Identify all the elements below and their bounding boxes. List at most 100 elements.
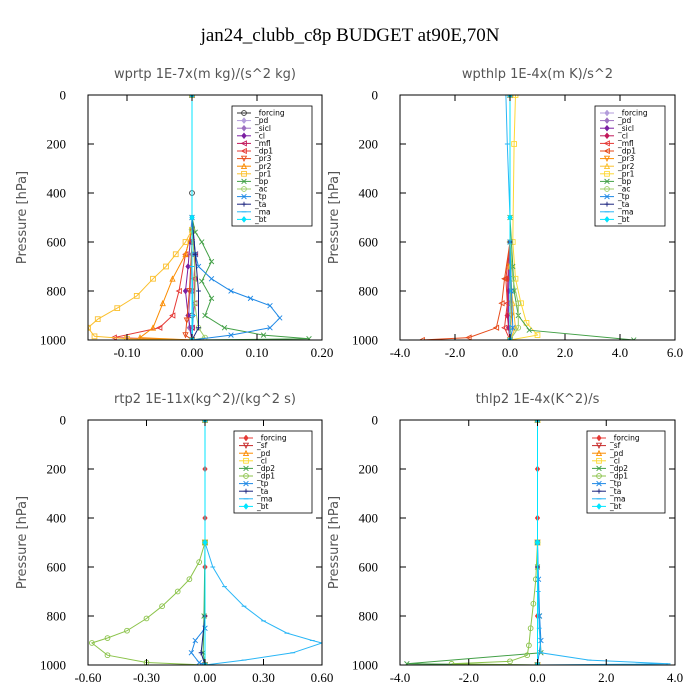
legend-swatch-marker (240, 162, 248, 170)
legend: _forcing_pd_sicl_cl_mfl_dp1_pr3_pr2_pr1_… (594, 105, 666, 227)
legend-swatch-marker (241, 132, 247, 140)
series-point-tp (510, 325, 516, 331)
series-point-pr2 (182, 250, 189, 258)
legend-swatch-marker (604, 201, 610, 207)
legend-label: _sicl (617, 124, 634, 133)
legend-entry: _pd (592, 449, 624, 458)
x-tick-label: 0.00 (194, 670, 217, 685)
legend-label: _pd (609, 449, 624, 458)
series-point-ta (196, 325, 201, 331)
series-point-dp1 (530, 600, 537, 607)
series-point-pr1 (91, 333, 98, 340)
legend: _forcing_pd_sicl_cl_mfl_dp1_pr3_pr2_pr1_… (231, 105, 313, 227)
legend-swatch-marker (243, 480, 249, 487)
series-point-dp1 (196, 559, 203, 565)
legend-entry: _bp (600, 177, 632, 186)
legend: _forcing_sf_pd_cl_dp2_dp1_tp_ta_ma_bt (586, 430, 666, 514)
series-point-tp (534, 662, 541, 665)
x-tick-label: 0.10 (246, 345, 269, 360)
legend-swatch-marker (596, 465, 602, 472)
x-tick-label: 0.20 (311, 345, 334, 360)
legend-swatch-marker (243, 488, 249, 494)
series-point-tp (228, 288, 234, 294)
legend-label: _pr1 (254, 169, 272, 178)
x-tick-label: -2.0 (445, 345, 466, 360)
series-point-bp (221, 325, 228, 331)
series-point-dp1 (124, 627, 130, 634)
legend-label: _bt (609, 502, 622, 511)
series-point-ta (198, 650, 204, 656)
y-tick-label: 0 (60, 413, 67, 428)
series-point-tp (247, 295, 254, 302)
legend-entry: _ma (592, 494, 626, 503)
series-point-tp (534, 420, 541, 423)
series-point-bp (208, 258, 215, 265)
legend-label: _ac (254, 185, 267, 194)
legend-entry: _ma (600, 207, 634, 216)
x-tick-label: 0.00 (181, 345, 204, 360)
series-point-dp1 (159, 603, 165, 610)
series-point-dp2 (404, 661, 410, 665)
legend-label: _cl (617, 131, 628, 140)
legend-entry: _sicl (237, 124, 271, 133)
legend-label: _ta (256, 487, 268, 496)
series-line-dp1 (421, 95, 511, 340)
series-line-dp1 (90, 420, 206, 665)
series-point-bp (260, 332, 267, 338)
series-point-pr1 (172, 251, 179, 258)
legend-swatch-marker (241, 215, 247, 223)
legend-entry: _dp2 (592, 464, 628, 473)
series-point-mfl (190, 275, 197, 282)
legend-label: _cl (254, 131, 265, 140)
legend-label: _pd (256, 449, 271, 458)
legend-label: _tp (254, 192, 267, 201)
series-point-pr2 (149, 324, 157, 331)
legend-swatch-marker (604, 132, 610, 140)
series-point-tp (507, 337, 513, 340)
legend-label: _ta (609, 487, 621, 496)
x-tick-label: 0.0 (502, 345, 518, 360)
y-tick-label: 600 (359, 560, 379, 575)
legend-label: _sf (256, 441, 268, 450)
legend-label: _pr3 (617, 154, 635, 163)
series-point-bp (208, 295, 215, 302)
series-point-tp (267, 325, 273, 331)
y-tick-label: 0 (372, 88, 379, 103)
legend-entry: _pd (239, 449, 271, 458)
series-point-pr1 (88, 324, 91, 331)
y-axis-label: Pressure [hPa] (327, 496, 342, 589)
legend-label: _pr2 (617, 162, 635, 171)
y-tick-label: 400 (359, 511, 379, 526)
y-axis-label: Pressure [hPa] (15, 496, 30, 589)
y-tick-label: 1000 (352, 658, 378, 673)
series-dp1 (448, 420, 541, 665)
series-point-tp (507, 95, 513, 98)
chart-panel-3: rtp2 1E-11x(kg^2)/(kg^2 s) Pressure [hPa]… (15, 392, 333, 685)
y-tick-label: 200 (359, 137, 379, 152)
series-line-dp1 (451, 420, 538, 665)
series-point-dp1 (104, 635, 111, 641)
legend-label: _cl (609, 456, 620, 465)
series-point-pr1 (182, 239, 189, 245)
legend-box (586, 430, 666, 514)
legend-label: _dp1 (256, 472, 275, 481)
legend-swatch-marker (595, 449, 603, 457)
series-point-tp (196, 659, 202, 665)
series-point-ac (515, 324, 522, 331)
legend-label: _bt (256, 502, 269, 511)
legend-swatch-marker (596, 434, 602, 442)
legend-entry: _ta (600, 200, 629, 209)
legend-entry: _cl (239, 456, 267, 465)
legend-label: _pr1 (617, 169, 635, 178)
y-tick-label: 0 (60, 88, 67, 103)
legend-entry: _pr1 (237, 169, 272, 178)
legend-entry: _dp1 (600, 147, 636, 156)
legend-label: _ac (617, 185, 630, 194)
x-tick-label: 4.0 (667, 670, 683, 685)
y-tick-label: 400 (359, 186, 379, 201)
series-point-bt (534, 539, 541, 546)
series-point-ac (515, 300, 522, 307)
legend-label: _dp2 (256, 464, 275, 473)
legend-label: _dp1 (617, 147, 636, 156)
series-point-pr1 (163, 263, 169, 270)
